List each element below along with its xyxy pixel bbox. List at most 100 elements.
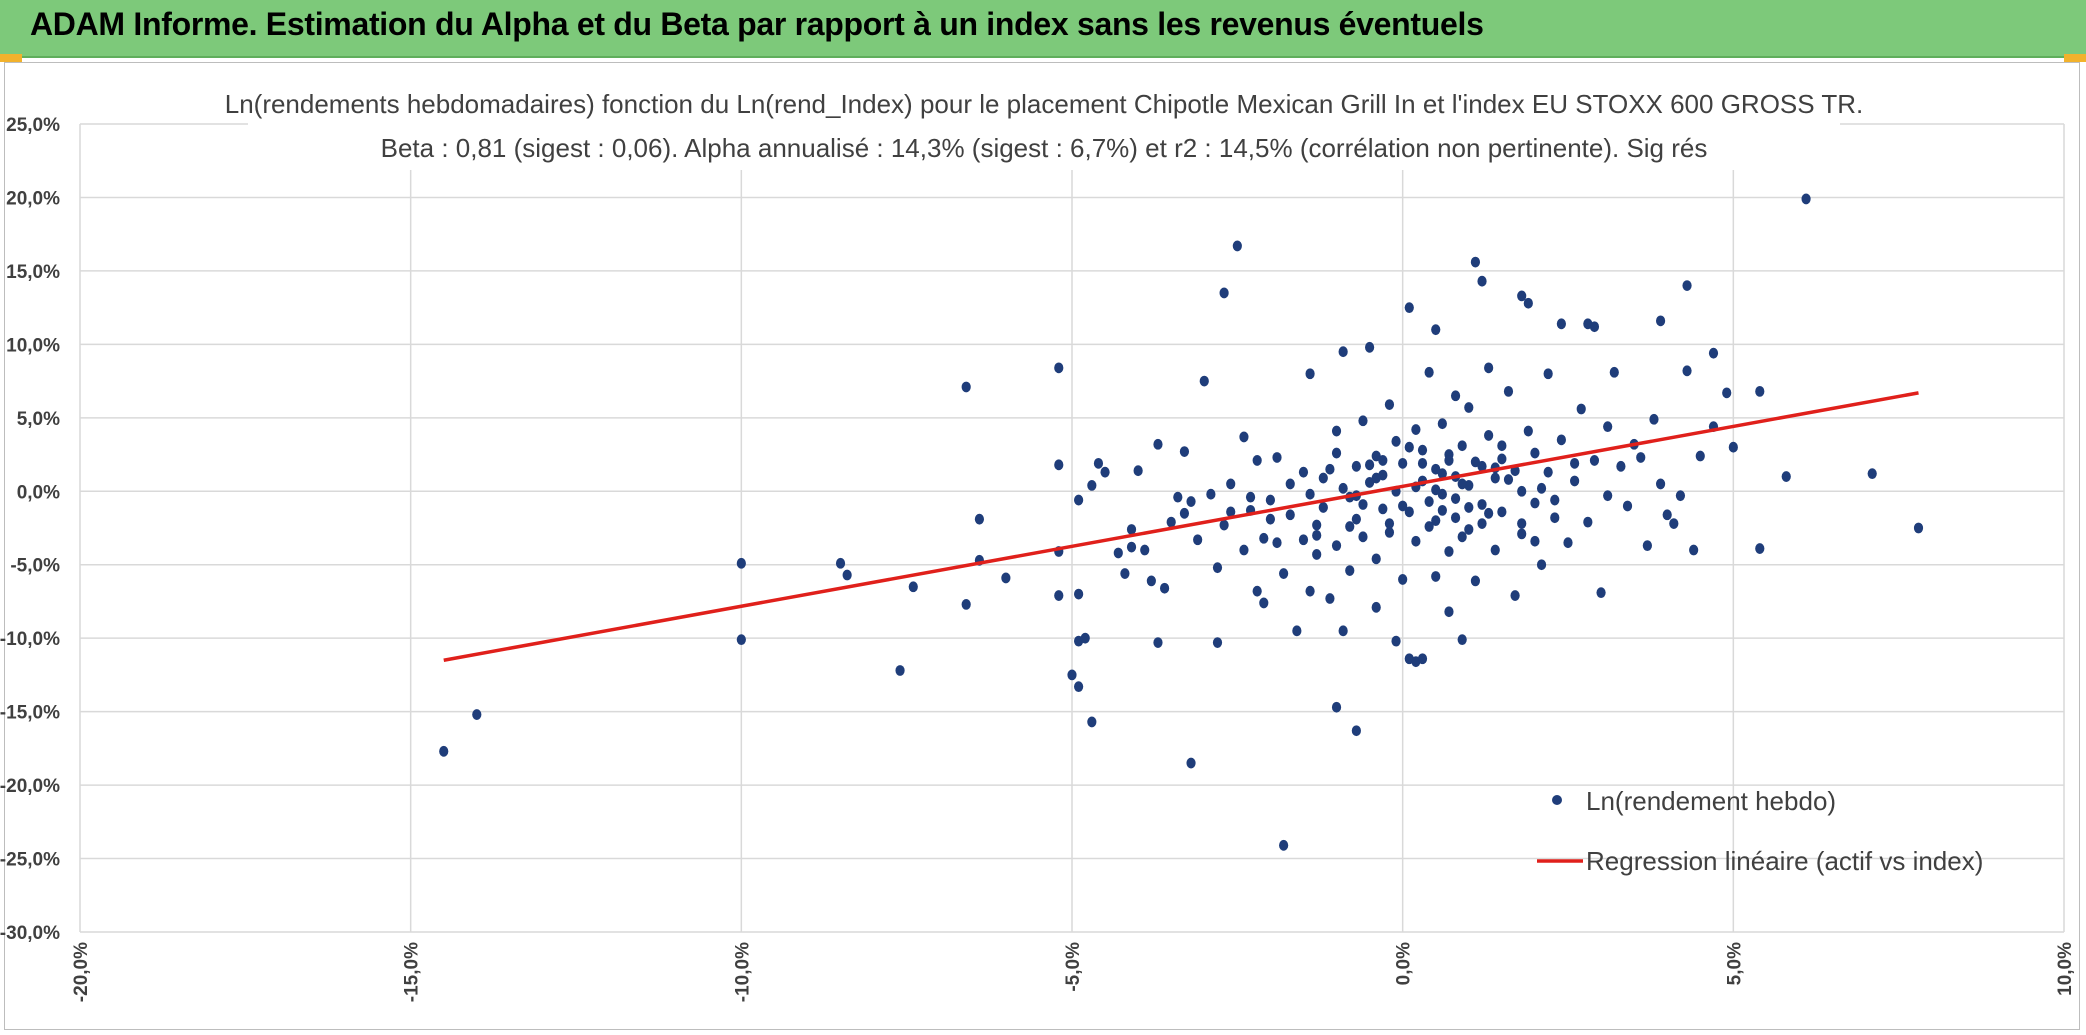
scatter-point bbox=[1497, 440, 1507, 452]
scatter-point bbox=[1437, 468, 1447, 480]
scatter-point bbox=[1398, 574, 1408, 585]
scatter-point bbox=[1755, 543, 1765, 554]
scatter-point bbox=[1523, 425, 1533, 437]
scatter-point bbox=[1331, 447, 1342, 459]
scatter-point bbox=[1464, 524, 1474, 535]
scatter-point bbox=[1570, 457, 1580, 469]
y-tick-label: -15,0% bbox=[0, 703, 60, 724]
scatter-point bbox=[1074, 494, 1084, 506]
scatter-point bbox=[1728, 441, 1738, 453]
y-axis-tick-labels: 25,0% 20,0% 15,0% 10,0% 5,0% 0,0% -5,0% -10,0% -… bbox=[0, 115, 60, 944]
scatter-point bbox=[842, 569, 852, 581]
scatter-point bbox=[1292, 625, 1302, 637]
scatter-point bbox=[1140, 544, 1150, 556]
scatter-point bbox=[1517, 485, 1527, 497]
scatter-point bbox=[1404, 506, 1414, 518]
x-tick-label: 0,0% bbox=[1394, 942, 1415, 985]
scatter-point bbox=[1391, 435, 1401, 447]
scatter-point bbox=[1146, 575, 1156, 587]
scatter-point bbox=[1398, 457, 1408, 469]
scatter-point bbox=[1272, 452, 1282, 463]
scatter-point bbox=[1378, 503, 1388, 515]
scatter-point bbox=[439, 745, 449, 757]
scatter-point bbox=[1398, 500, 1408, 512]
legend-label-regression: Regression linéaire (actif vs index) bbox=[1586, 846, 1983, 876]
scatter-point bbox=[1305, 368, 1315, 380]
scatter-point bbox=[1550, 494, 1560, 506]
y-tick-label: 5,0% bbox=[17, 409, 60, 430]
scatter-point bbox=[961, 598, 971, 610]
y-tick-label: -20,0% bbox=[0, 776, 60, 797]
scatter-point bbox=[1239, 431, 1249, 443]
scatter-point bbox=[1133, 465, 1143, 477]
x-tick-label: -15,0% bbox=[402, 942, 423, 1002]
scatter-point bbox=[1232, 240, 1242, 252]
scatter-point bbox=[1126, 541, 1137, 553]
scatter-point bbox=[1417, 444, 1428, 456]
scatter-point bbox=[1358, 531, 1368, 543]
scatter-point bbox=[1179, 446, 1190, 458]
scatter-point bbox=[1470, 256, 1481, 268]
x-axis-tick-labels: -20,0% -15,0% -10,0% -5,0% 0,0% 5,0% 10,0% bbox=[71, 942, 2076, 1002]
scatter-point bbox=[1351, 725, 1361, 737]
scatter-point bbox=[1087, 479, 1097, 491]
scatter-point bbox=[1576, 403, 1586, 415]
scatter-point bbox=[1695, 450, 1705, 462]
scatter-point bbox=[1074, 681, 1084, 693]
scatter-point bbox=[1212, 562, 1223, 574]
scatter-point bbox=[1503, 385, 1514, 397]
scatter-point bbox=[1530, 535, 1540, 547]
scatter-point bbox=[1318, 502, 1328, 513]
scatter-point bbox=[1404, 441, 1414, 453]
scatter-point bbox=[1338, 346, 1348, 358]
scatter-point bbox=[1206, 488, 1216, 500]
scatter-point bbox=[1054, 590, 1064, 601]
scatter-point bbox=[1510, 590, 1520, 601]
scatter-point bbox=[1298, 534, 1309, 546]
scatter-point bbox=[1093, 457, 1104, 469]
corner-marker-right bbox=[2064, 54, 2086, 62]
scatter-point bbox=[1477, 275, 1487, 287]
scatter-point bbox=[1655, 478, 1666, 490]
scatter-point bbox=[1312, 519, 1322, 531]
scatter-point bbox=[1318, 472, 1328, 484]
scatter-point bbox=[1543, 368, 1553, 380]
scatter-point bbox=[1649, 413, 1659, 425]
x-tick-label: 10,0% bbox=[2055, 942, 2076, 996]
scatter-point bbox=[1570, 475, 1580, 487]
scatter-point bbox=[1457, 478, 1467, 490]
scatter-point bbox=[1411, 535, 1421, 547]
scatter-point bbox=[1358, 415, 1368, 427]
scatter-point bbox=[1424, 521, 1434, 532]
scatter-point bbox=[1431, 571, 1441, 582]
y-tick-label: -25,0% bbox=[0, 850, 60, 871]
scatter-point bbox=[1596, 587, 1606, 599]
scatter-point bbox=[1490, 544, 1500, 556]
y-tick-label: 15,0% bbox=[6, 262, 60, 283]
scatter-point bbox=[1622, 500, 1633, 512]
scatter-point bbox=[974, 513, 985, 525]
scatter-point bbox=[1384, 399, 1395, 410]
scatter-point bbox=[1583, 516, 1593, 528]
scatter-point bbox=[1166, 516, 1176, 528]
scatter-point bbox=[1325, 463, 1335, 475]
scatter-point bbox=[1212, 637, 1223, 648]
scatter-point bbox=[1484, 507, 1494, 519]
scatter-point bbox=[1054, 362, 1064, 374]
scatter-point bbox=[1708, 347, 1719, 359]
scatter-point bbox=[1603, 421, 1613, 433]
x-tick-label: -5,0% bbox=[1063, 942, 1084, 992]
scatter-point bbox=[1490, 472, 1500, 484]
scatter-point bbox=[1279, 839, 1289, 851]
scatter-point bbox=[1054, 459, 1064, 471]
scatter-point bbox=[1404, 302, 1414, 314]
scatter-point bbox=[1312, 549, 1322, 560]
scatter-point bbox=[1298, 466, 1309, 478]
scatter-point bbox=[1279, 568, 1289, 579]
scatter-point bbox=[1503, 474, 1514, 485]
y-tick-label: -10,0% bbox=[0, 629, 60, 650]
scatter-point bbox=[1345, 521, 1355, 532]
scatter-point bbox=[1464, 502, 1474, 513]
scatter-point bbox=[1331, 540, 1342, 552]
